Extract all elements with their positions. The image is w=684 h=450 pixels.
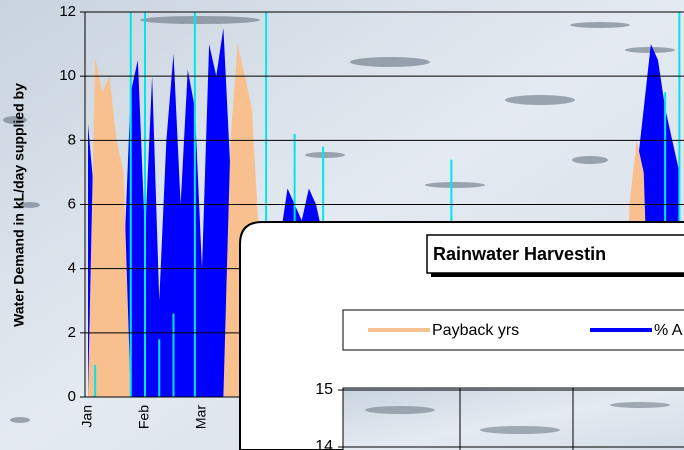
x-tick-label: Feb (136, 405, 152, 429)
y-tick-label: 12 (59, 3, 76, 20)
y-tick-label: 6 (68, 195, 76, 212)
y-axis-label: Water Demand in kL/day supplied by (11, 83, 27, 327)
y-tick-label: 10 (59, 67, 76, 84)
y-tick-label: 14 (315, 438, 333, 450)
chart-title: Rainwater Harvestin (433, 244, 606, 264)
y-tick-label: 15 (315, 381, 333, 398)
y-tick-label: 4 (68, 260, 76, 277)
front-window: Rainwater Harvestin 14 15 Payback yrs % A (240, 222, 684, 450)
x-tick-label: Jan (79, 405, 95, 428)
y-tick-label: 8 (68, 131, 76, 148)
page: 0 2 4 6 8 10 12 Jan Feb Mar Water Demand in kL/day… (0, 0, 684, 450)
y-tick-label: 0 (68, 388, 76, 405)
legend-label: % A (654, 322, 683, 339)
plot-area (343, 388, 684, 450)
x-tick-label: Mar (193, 405, 209, 429)
screen: 0 2 4 6 8 10 12 Jan Feb Mar Water Demand in kL/day… (0, 0, 684, 450)
legend-label: Payback yrs (432, 322, 519, 339)
y-tick-label: 2 (68, 324, 76, 341)
